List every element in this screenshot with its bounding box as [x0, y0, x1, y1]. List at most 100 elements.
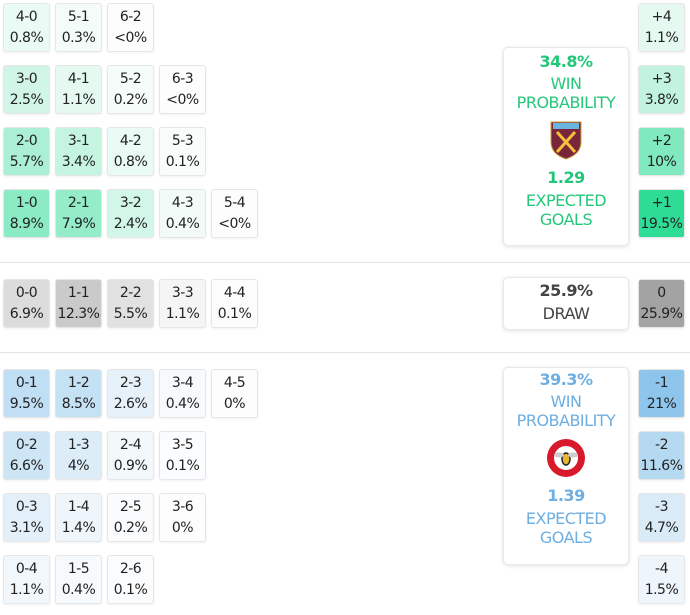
- score-probability: 0.2%: [113, 520, 148, 536]
- score-label: 0: [657, 285, 666, 301]
- score-probability: 1.1%: [61, 92, 96, 108]
- score-cell: 2-3 2.6%: [107, 369, 154, 418]
- score-cell: 1-5 0.4%: [55, 555, 102, 604]
- score-label: 3-1: [67, 133, 90, 149]
- score-probability: <0%: [218, 216, 251, 232]
- score-cell: 4-2 0.8%: [107, 127, 154, 176]
- score-probability: 1.1%: [165, 306, 200, 322]
- divider: [0, 352, 690, 353]
- score-cell: +1 19.5%: [638, 189, 685, 238]
- home-xg: 1.29: [547, 168, 585, 187]
- score-probability: 25.9%: [640, 306, 683, 322]
- score-cell: 5-1 0.3%: [55, 3, 102, 52]
- score-label: +4: [651, 9, 672, 25]
- score-probability: 0.4%: [165, 216, 200, 232]
- brentford-crest-icon: [547, 439, 585, 477]
- score-cell: 3-1 3.4%: [55, 127, 102, 176]
- score-cell: 2-6 0.1%: [107, 555, 154, 604]
- score-label: 3-4: [171, 375, 194, 391]
- score-label: 6-3: [171, 71, 194, 87]
- score-label: -1: [655, 375, 668, 391]
- score-label: 5-1: [67, 9, 90, 25]
- score-probability: 2.4%: [113, 216, 148, 232]
- score-label: -2: [655, 437, 668, 453]
- score-cell: 0-2 6.6%: [3, 431, 50, 480]
- score-label: 5-3: [171, 133, 194, 149]
- score-probability: 10%: [646, 154, 677, 170]
- score-probability: 12.3%: [57, 306, 100, 322]
- score-probability: 9.5%: [9, 396, 44, 412]
- score-cell: 5-3 0.1%: [159, 127, 206, 176]
- score-label: 6-2: [119, 9, 142, 25]
- score-cell: 3-3 1.1%: [159, 279, 206, 328]
- score-label: 2-1: [67, 195, 90, 211]
- draw-card: 25.9% DRAW: [503, 277, 629, 330]
- score-label: 2-4: [119, 437, 142, 453]
- score-label: 3-2: [119, 195, 142, 211]
- score-probability: 19.5%: [640, 216, 683, 232]
- score-cell: 4-4 0.1%: [211, 279, 258, 328]
- score-probability: 0.1%: [165, 154, 200, 170]
- score-cell: -1 21%: [638, 369, 685, 418]
- score-cell: 2-2 5.5%: [107, 279, 154, 328]
- score-probability: 0.4%: [165, 396, 200, 412]
- score-label: 2-6: [119, 561, 142, 577]
- score-cell: 3-0 2.5%: [3, 65, 50, 114]
- score-cell: 0-1 9.5%: [3, 369, 50, 418]
- score-probability: 2.5%: [9, 92, 44, 108]
- score-label: 3-0: [15, 71, 38, 87]
- away-win-label: PROBABILITY: [516, 411, 616, 430]
- score-probability: 0.1%: [165, 458, 200, 474]
- score-cell: +4 1.1%: [638, 3, 685, 52]
- score-label: 1-2: [67, 375, 90, 391]
- score-probability: 0%: [223, 396, 246, 412]
- score-label: -4: [655, 561, 668, 577]
- score-label: 4-1: [67, 71, 90, 87]
- away-xg: 1.39: [547, 486, 585, 505]
- score-label: +3: [651, 71, 672, 87]
- draw-pct: 25.9%: [539, 281, 593, 300]
- score-cell: 6-3 <0%: [159, 65, 206, 114]
- home-win-label: WIN: [550, 74, 582, 93]
- score-cell: 4-0 0.8%: [3, 3, 50, 52]
- score-cell: 2-4 0.9%: [107, 431, 154, 480]
- score-probability: 8.9%: [9, 216, 44, 232]
- score-probability: 4%: [67, 458, 90, 474]
- score-label: 1-5: [67, 561, 90, 577]
- score-cell: 1-0 8.9%: [3, 189, 50, 238]
- score-label: 4-2: [119, 133, 142, 149]
- score-probability: 1.1%: [644, 30, 679, 46]
- score-probability: 0.2%: [113, 92, 148, 108]
- score-label: 1-3: [67, 437, 90, 453]
- score-cell: 5-4 <0%: [211, 189, 258, 238]
- score-label: 0-2: [15, 437, 38, 453]
- score-cell: 4-5 0%: [211, 369, 258, 418]
- score-probability: <0%: [114, 30, 147, 46]
- score-probability: 0.9%: [113, 458, 148, 474]
- score-probability: 5.5%: [113, 306, 148, 322]
- home-win-pct: 34.8%: [539, 52, 593, 71]
- score-label: 0-1: [15, 375, 38, 391]
- score-probability: 1.4%: [61, 520, 96, 536]
- score-cell: 0-3 3.1%: [3, 493, 50, 542]
- score-cell: -4 1.5%: [638, 555, 685, 604]
- score-label: 1-0: [15, 195, 38, 211]
- score-cell: 5-2 0.2%: [107, 65, 154, 114]
- score-probability: 1.5%: [644, 582, 679, 598]
- score-cell: 4-3 0.4%: [159, 189, 206, 238]
- score-cell: 3-2 2.4%: [107, 189, 154, 238]
- score-label: 2-5: [119, 499, 142, 515]
- score-label: 3-5: [171, 437, 194, 453]
- score-cell: 4-1 1.1%: [55, 65, 102, 114]
- score-cell: 1-1 12.3%: [55, 279, 102, 328]
- score-probability: <0%: [166, 92, 199, 108]
- score-label: 0-3: [15, 499, 38, 515]
- score-probability: 0.8%: [113, 154, 148, 170]
- home-win-card: 34.8% WIN PROBABILITY 1.29 EXPECTED GOAL…: [503, 47, 629, 246]
- score-label: 4-4: [223, 285, 246, 301]
- score-probability: 8.5%: [61, 396, 96, 412]
- score-cell: 2-5 0.2%: [107, 493, 154, 542]
- score-cell: 2-1 7.9%: [55, 189, 102, 238]
- score-probability: 7.9%: [61, 216, 96, 232]
- score-probability: 5.7%: [9, 154, 44, 170]
